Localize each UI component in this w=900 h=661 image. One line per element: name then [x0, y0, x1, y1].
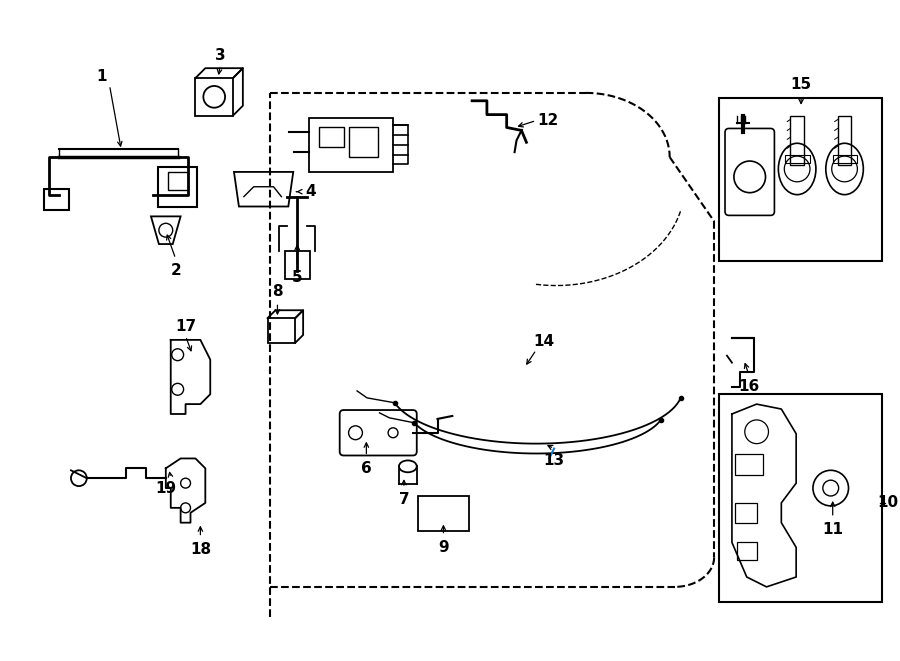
Text: 6: 6: [361, 461, 372, 476]
Bar: [832, 155, 858, 163]
Text: 17: 17: [175, 319, 196, 334]
Bar: [285, 251, 310, 279]
Text: 2: 2: [170, 263, 181, 278]
Bar: [309, 118, 393, 172]
Text: 1: 1: [96, 69, 107, 83]
Text: 14: 14: [534, 334, 554, 350]
Bar: [167, 172, 187, 190]
Bar: [737, 543, 757, 561]
Bar: [735, 453, 762, 475]
Text: 7: 7: [399, 492, 410, 508]
Bar: [267, 318, 295, 343]
Bar: [786, 155, 810, 163]
Text: 4: 4: [306, 184, 317, 199]
Text: 13: 13: [544, 453, 564, 468]
Text: 8: 8: [272, 284, 283, 299]
Bar: [319, 128, 344, 147]
Bar: [719, 394, 882, 602]
Bar: [44, 189, 69, 210]
Bar: [158, 167, 197, 206]
Text: 11: 11: [823, 522, 843, 537]
Text: 3: 3: [215, 48, 226, 63]
Bar: [195, 78, 233, 116]
Bar: [790, 116, 804, 165]
Text: 10: 10: [878, 495, 898, 510]
Bar: [418, 496, 469, 531]
Text: 12: 12: [537, 113, 559, 128]
Text: 16: 16: [738, 379, 760, 394]
Bar: [838, 116, 851, 165]
Text: 5: 5: [292, 270, 302, 285]
Text: 9: 9: [438, 540, 449, 555]
Bar: [719, 98, 882, 261]
Text: 15: 15: [790, 77, 812, 93]
Bar: [348, 128, 378, 157]
Text: 19: 19: [155, 481, 176, 496]
Text: 18: 18: [190, 542, 211, 557]
Bar: [735, 503, 757, 523]
